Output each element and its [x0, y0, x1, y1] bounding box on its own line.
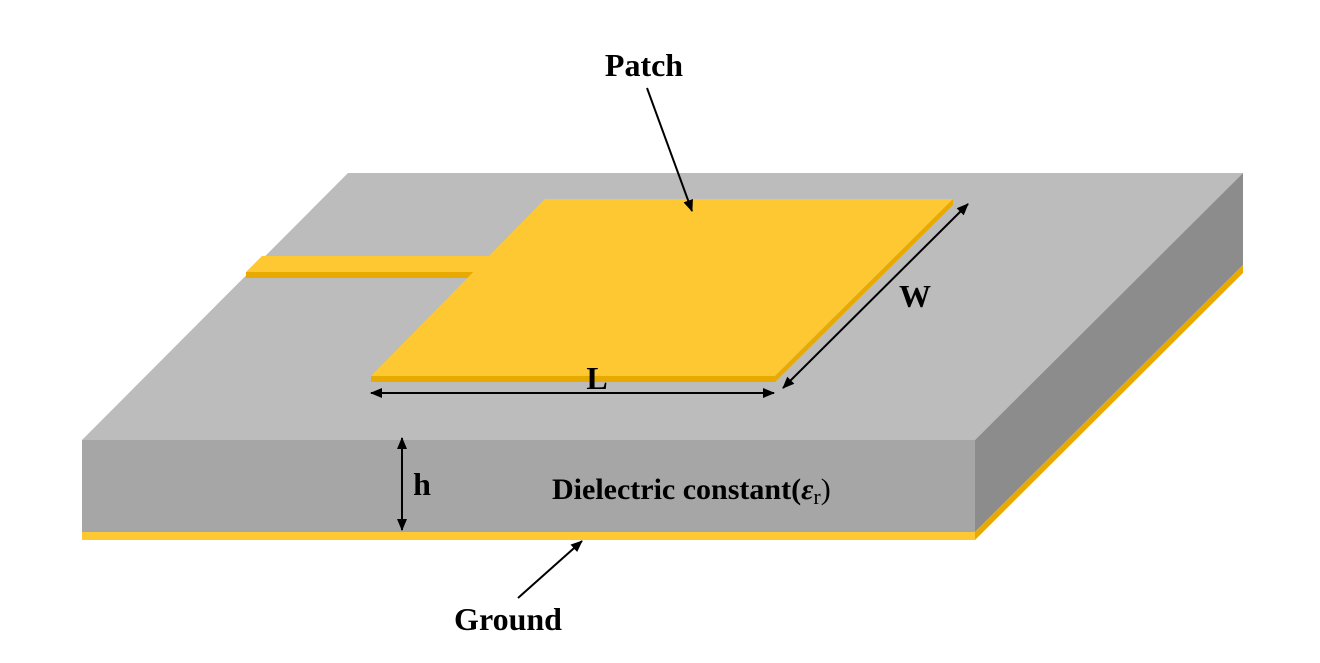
ground-plane [82, 265, 1243, 540]
ground-plane-side-edge [975, 265, 1243, 540]
patch-front-edge [371, 376, 775, 382]
dielectric-suffix: ) [821, 473, 831, 506]
dielectric-label: Dielectric constant(εr) [552, 473, 831, 509]
length-label: L [586, 360, 607, 396]
feed-line-edge [246, 272, 484, 278]
height-label: h [413, 466, 431, 502]
ground-label: Ground [454, 601, 562, 637]
epsilon-symbol: ε [801, 473, 814, 506]
ground-plane-front-edge [82, 532, 975, 540]
epsilon-subscript: r [813, 484, 821, 509]
patch-label: Patch [605, 47, 683, 83]
feed-line [246, 256, 500, 278]
width-label: W [899, 278, 931, 314]
width-dimension-arrow [782, 203, 969, 389]
dielectric-prefix: Dielectric constant( [552, 473, 801, 506]
patch-pointer-arrow [646, 87, 693, 212]
ground-pointer-arrow [517, 540, 583, 599]
substrate-front-face [82, 440, 975, 532]
substrate-side-face [975, 173, 1243, 532]
feed-line-top [246, 256, 500, 272]
